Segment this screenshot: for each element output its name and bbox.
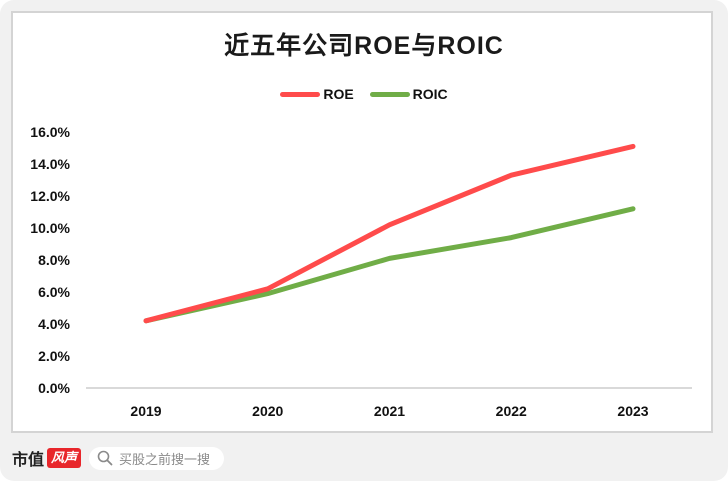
legend-label-roic: ROIC: [412, 86, 448, 102]
y-tick-label: 14.0%: [30, 156, 70, 172]
y-tick-label: 10.0%: [30, 220, 70, 236]
legend-label-roe: ROE: [323, 86, 354, 102]
brand-logo-badge: 风声: [47, 448, 82, 468]
search-icon: [97, 450, 113, 466]
legend-swatch-roe: [280, 91, 321, 97]
legend-item-roe: ROE: [280, 86, 354, 102]
series-line-roic: [143, 206, 636, 324]
chart-legend: ROE ROIC: [0, 86, 728, 102]
legend-swatch-roic: [369, 91, 410, 97]
chart-container: [11, 11, 713, 433]
search-box[interactable]: 买股之前搜一搜: [89, 446, 225, 470]
series-layer: [143, 143, 636, 324]
y-tick-label: 2.0%: [38, 348, 70, 364]
y-tick-label: 4.0%: [38, 316, 70, 332]
y-tick-label: 0.0%: [38, 380, 70, 396]
y-tick-label: 8.0%: [38, 252, 70, 268]
x-tick-label: 2023: [617, 403, 649, 419]
x-tick-label: 2019: [130, 403, 162, 419]
y-tick-label: 16.0%: [30, 124, 70, 140]
x-tick-label: 2022: [495, 403, 527, 419]
chart-title: 近五年公司ROE与ROIC: [224, 32, 504, 60]
y-tick-label: 6.0%: [38, 284, 70, 300]
x-tick-label: 2020: [252, 403, 284, 419]
brand-logo-text: 市值: [12, 450, 45, 469]
legend-item-roic: ROIC: [369, 86, 448, 102]
search-placeholder: 买股之前搜一搜: [119, 451, 211, 467]
footer-bar: 市值 风声 买股之前搜一搜: [12, 446, 225, 470]
series-line-roe: [143, 143, 636, 324]
x-tick-label: 2021: [373, 403, 406, 419]
y-tick-label: 12.0%: [30, 188, 70, 204]
